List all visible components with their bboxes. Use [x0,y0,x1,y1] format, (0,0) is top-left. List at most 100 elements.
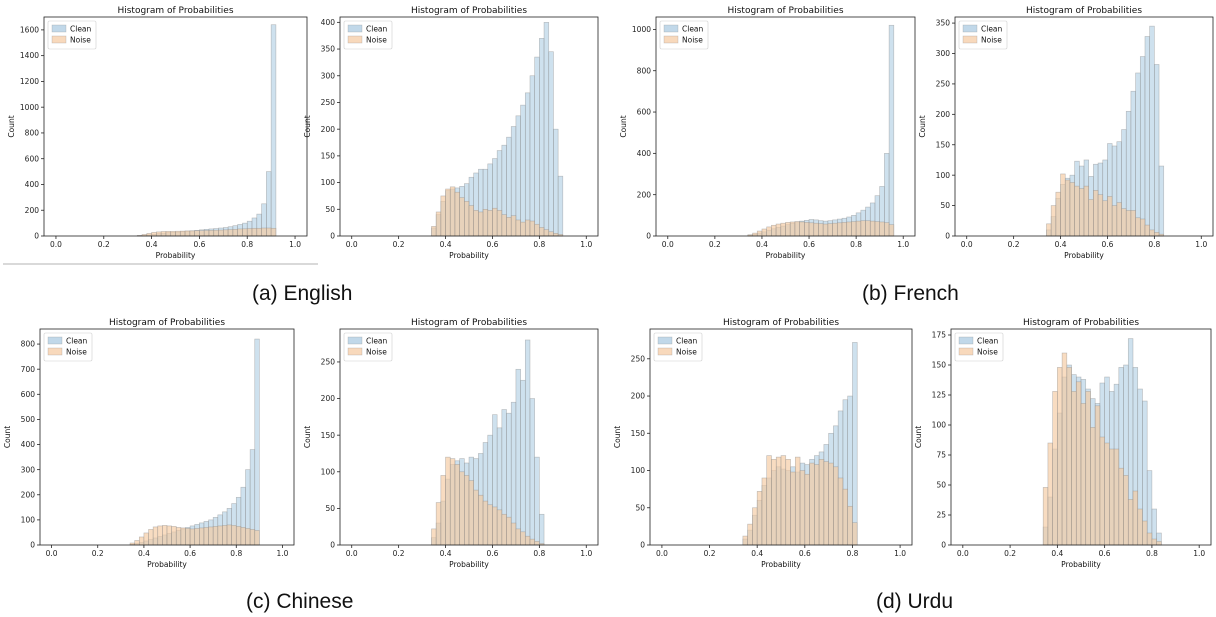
bar-noise [1123,475,1129,546]
bar-noise [194,230,200,237]
y-tick-label: 1400 [20,51,39,60]
y-tick-label: 800 [25,129,40,138]
axes-frame [655,16,916,237]
bar-noise [543,229,550,237]
legend: Clean Noise [343,332,393,362]
y-tick-label: 1200 [20,77,39,86]
bar-noise [842,488,848,546]
bar-noise [780,455,787,546]
bar-noise [218,229,224,237]
y-tick-label: 0 [34,232,39,241]
x-tick-label: 0.8 [1148,240,1160,249]
bar-noise [1055,191,1061,237]
x-tick-label: 1.0 [276,549,288,558]
bar-noise [148,529,154,546]
y-tick-label: 1000 [20,103,39,112]
bar-noise [440,475,446,546]
bar-noise [1074,185,1080,237]
y-axis-label: Count [619,115,628,137]
legend-label-clean: Clean [981,25,1003,34]
legend-swatch-clean [962,24,978,33]
bar-noise [237,228,243,237]
legend-label-clean: Clean [70,25,92,34]
bar-noise [809,462,815,546]
bar-noise [1151,538,1157,546]
legend-label-noise: Noise [366,36,387,45]
legend-label-noise: Noise [682,36,703,45]
legend-label-clean: Clean [366,25,388,34]
y-tick-label: 800 [637,66,652,75]
axes-frame [339,328,599,546]
y-tick-label: 50 [936,481,946,490]
bar-noise [785,222,791,237]
bar-noise [231,525,237,546]
bar-noise [742,535,748,546]
bar-noise [180,527,186,546]
x-tick-label: 0.4 [1055,240,1067,249]
bar-noise [548,231,554,237]
bar-noise [235,526,242,546]
bar-clean [529,75,535,237]
bar-clean [524,92,531,237]
bar-noise [869,220,876,237]
bar-noise [496,509,503,546]
bar-noise [865,220,871,237]
bar-noise [1135,217,1141,237]
bar-noise [771,224,777,237]
bar-noise [1042,487,1049,546]
bar-noise [482,208,489,237]
y-tick-label: 350 [321,45,336,54]
y-tick-label: 350 [936,19,951,28]
x-tick-label: 0.4 [440,240,452,249]
x-tick-label: 0.8 [533,549,545,558]
bar-noise [1127,499,1134,546]
legend-swatch-noise [962,35,978,44]
y-tick-label: 0 [945,232,950,241]
bar-clean [254,338,260,546]
bar-noise [1052,391,1058,546]
bar-clean [534,56,540,237]
bar-noise [506,516,512,546]
y-tick-label: 200 [21,490,36,499]
bar-noise [162,525,168,546]
bar-noise [884,222,890,237]
bar-noise [203,230,210,237]
x-tick-label: 1.0 [894,549,906,558]
bar-noise [1142,520,1148,546]
x-tick-label: 0.8 [850,240,862,249]
y-tick-label: 50 [940,201,950,210]
y-tick-label: 0 [646,232,651,241]
bar-noise [496,210,503,237]
bar-noise [775,456,782,546]
bar-noise [1094,405,1101,546]
y-axis-label: Count [918,115,927,137]
legend: Clean Noise [954,332,1004,362]
bar-clean [1158,165,1165,237]
legend-swatch-clean [958,336,974,345]
chart-title: Histogram of Probabilities [411,6,527,16]
bar-noise [246,228,253,237]
bar-noise [520,221,526,237]
bar-noise [199,527,205,546]
bar-noise [852,522,858,546]
bar-noise [143,532,149,546]
bar-noise [435,211,442,237]
bar-noise [199,230,205,237]
bar-noise [454,191,460,237]
bar-noise [464,475,470,546]
bar-noise [266,227,272,237]
bar-noise [160,231,167,237]
y-tick-label: 150 [936,140,951,149]
bar-noise [194,528,200,546]
x-tick-label: 0.2 [393,240,405,249]
x-tick-label: 0.8 [533,240,545,249]
bar-clean [539,38,545,237]
bar-noise [1097,194,1104,237]
x-tick-label: 1.0 [580,240,592,249]
y-tick-label: 200 [631,392,646,401]
y-tick-label: 600 [25,154,40,163]
y-tick-label: 50 [325,205,335,214]
bar-noise [152,526,159,546]
x-tick-label: 1.0 [1195,240,1207,249]
bar-noise [1047,442,1053,546]
